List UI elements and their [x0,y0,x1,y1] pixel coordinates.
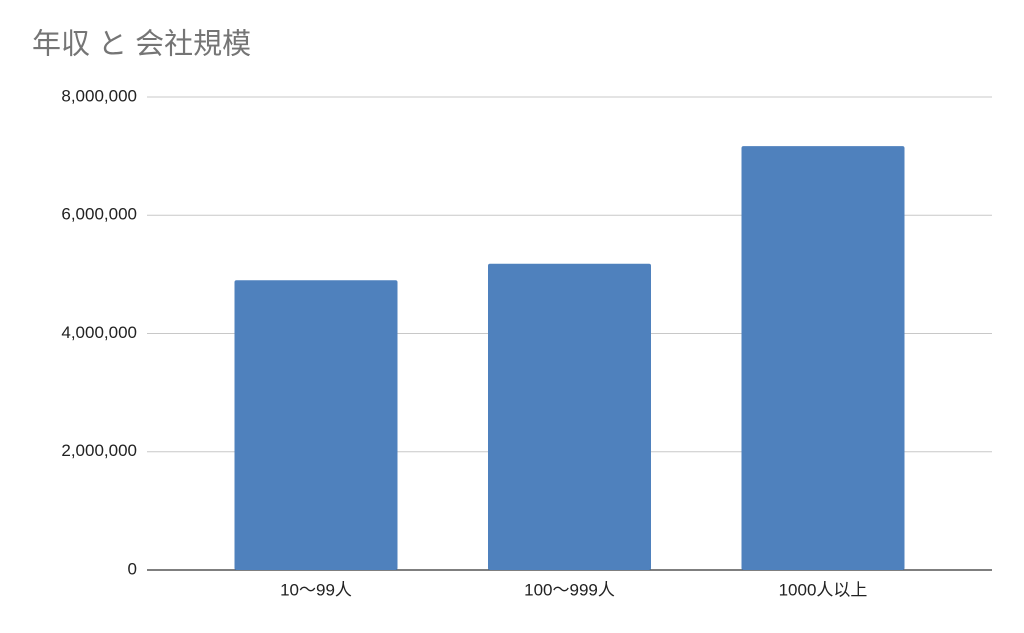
y-tick-label: 0 [128,559,137,578]
bar [488,263,651,570]
chart-title: 年収 と 会社規模 [32,28,251,61]
x-tick-label: 10〜99人 [280,580,352,599]
x-tick-label: 1000人以上 [779,580,868,599]
bar [741,146,905,571]
y-tick-label: 4,000,000 [61,323,137,342]
y-tick-label: 2,000,000 [61,441,137,460]
x-tick-label: 100〜999人 [524,580,615,599]
y-tick-label: 8,000,000 [61,86,137,105]
bar [234,280,398,570]
y-tick-label: 6,000,000 [61,205,137,224]
